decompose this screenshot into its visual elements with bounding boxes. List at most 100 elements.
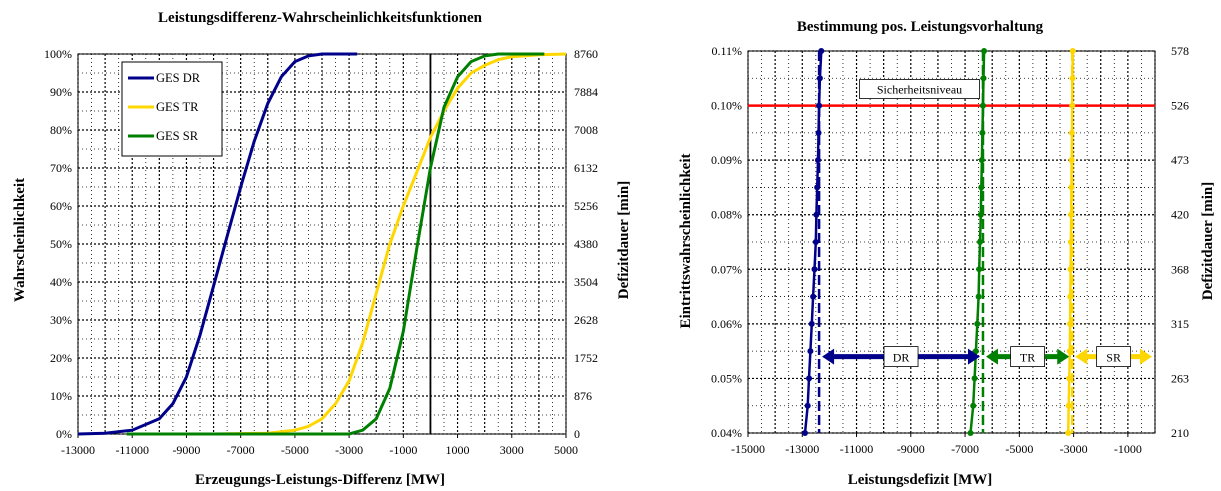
right-series-point: [810, 293, 817, 300]
right-series-point: [806, 375, 813, 382]
right-y-tick-label: 0.11%: [711, 44, 742, 58]
left-y-tick-label: 10%: [50, 389, 72, 403]
right-y2-tick-label: 315: [1171, 317, 1189, 331]
right-series-point: [813, 211, 820, 218]
left-y-tick-label: 60%: [50, 199, 72, 213]
left-series-line: [126, 52, 545, 436]
right-series-point: [972, 348, 979, 355]
right-series-point: [981, 48, 988, 54]
legend-entry: GES SR: [156, 129, 199, 143]
left-y2-tick-label: 0: [574, 427, 580, 441]
right-y-axis-label: Eintrittswahrscheinlichkeit: [678, 153, 694, 328]
left-x-tick-label: 3000: [500, 443, 524, 457]
right-y2-tick-label: 420: [1171, 208, 1189, 222]
right-series-point: [1066, 375, 1073, 382]
right-series-point: [979, 129, 986, 136]
right-x-tick-label: -13000: [785, 442, 819, 456]
left-y2-tick-label: 2628: [574, 313, 598, 327]
right-series-point: [807, 348, 814, 355]
right-series-point: [1068, 184, 1075, 191]
right-y-tick-label: 0.04%: [711, 426, 742, 440]
right-series-point: [814, 184, 821, 191]
right-plot-frame: [747, 50, 1156, 434]
right-x-tick-label: -3000: [1060, 442, 1088, 456]
right-x-tick-label: -7000: [951, 442, 979, 456]
left-y-tick-label: 90%: [50, 85, 72, 99]
right-series-point: [976, 266, 983, 273]
right-y2-axis-label: Defizitdauer [min]: [1200, 182, 1216, 300]
right-series-point: [816, 75, 823, 82]
range-label: DR: [893, 351, 910, 365]
left-y-tick-label: 0%: [56, 427, 72, 441]
right-series-point: [815, 129, 822, 136]
range-label-box: [1096, 346, 1132, 368]
left-chart: Leistungsdifferenz-Wahrscheinlichkeitsfu…: [12, 10, 632, 488]
right-series-point: [801, 430, 808, 436]
left-y-tick-label: 30%: [50, 313, 72, 327]
left-series-line: [77, 52, 358, 436]
right-series-point: [1065, 402, 1072, 409]
left-chart-title: Leistungsdifferenz-Wahrscheinlichkeitsfu…: [158, 10, 483, 26]
right-series-point: [970, 402, 977, 409]
right-series-point: [1068, 157, 1075, 164]
left-y2-tick-label: 6132: [574, 161, 598, 175]
right-y2-tick-label: 368: [1171, 262, 1189, 276]
left-x-tick-label: -5000: [281, 443, 309, 457]
left-x-tick-label: -13000: [61, 443, 95, 457]
right-y-tick-label: 0.09%: [711, 153, 742, 167]
right-y-tick-label: 0.06%: [711, 317, 742, 331]
left-y2-axis-label: Defizitdauer [min]: [616, 181, 632, 299]
left-y-axis-label: Wahrscheinlichkeit: [12, 178, 28, 302]
left-y-tick-label: 100%: [44, 47, 72, 61]
right-series-point: [1067, 266, 1074, 273]
right-x-tick-label: -1000: [1114, 442, 1142, 456]
left-y2-tick-label: 7884: [574, 85, 598, 99]
right-series-point: [967, 430, 974, 436]
right-series-point: [804, 402, 811, 409]
left-x-tick-label: 1000: [446, 443, 470, 457]
right-series-point: [812, 239, 819, 245]
right-y2-tick-label: 210: [1171, 426, 1189, 440]
right-y-tick-label: 0.07%: [711, 262, 742, 276]
right-series-point: [978, 157, 985, 164]
right-series-point: [1069, 75, 1076, 82]
left-y-tick-label: 20%: [50, 351, 72, 365]
range-label: SR: [1106, 351, 1121, 365]
right-x-axis-label: Leistungsdefizit [MW]: [848, 472, 993, 488]
right-y-tick-label: 0.10%: [711, 99, 742, 113]
safety-level-label: Sicherheitsniveau: [877, 83, 962, 97]
legend-entry: GES TR: [156, 100, 199, 114]
right-y2-tick-label: 263: [1171, 371, 1189, 385]
right-series-point: [976, 239, 983, 245]
range-label-box: [883, 346, 919, 368]
range-label: TR: [1020, 351, 1035, 365]
right-y-tick-label: 0.05%: [711, 371, 742, 385]
left-y-tick-label: 70%: [50, 161, 72, 175]
safety-level-label-box: [859, 79, 980, 99]
right-series-point: [971, 375, 978, 382]
right-series-point: [1066, 348, 1073, 355]
left-y2-tick-label: 8760: [574, 47, 598, 61]
left-y2-tick-label: 3504: [574, 275, 598, 289]
left-y2-tick-label: 1752: [574, 351, 598, 365]
right-y2-tick-label: 473: [1171, 153, 1189, 167]
left-series-line: [126, 52, 567, 436]
range-label-box: [1010, 346, 1046, 368]
right-series-point: [816, 102, 823, 109]
right-chart: Bestimmung pos. Leistungsvorhaltung Leis…: [678, 19, 1216, 488]
right-series-point: [979, 102, 986, 109]
right-series-point: [978, 184, 985, 191]
left-y2-tick-label: 5256: [574, 199, 598, 213]
left-x-axis-label: Erzeugungs-Leistungs-Differenz [MW]: [195, 472, 445, 488]
left-x-tick-label: 5000: [554, 443, 578, 457]
left-x-tick-label: -9000: [172, 443, 200, 457]
left-y2-tick-label: 7008: [574, 123, 598, 137]
left-x-tick-label: -3000: [335, 443, 363, 457]
right-x-tick-label: -9000: [897, 442, 925, 456]
left-y-tick-label: 40%: [50, 275, 72, 289]
right-series-point: [815, 157, 822, 164]
left-y2-tick-label: 876: [574, 389, 592, 403]
legend-entry: GES DR: [156, 71, 201, 85]
left-x-tick-label: -1000: [389, 443, 417, 457]
right-chart-title: Bestimmung pos. Leistungsvorhaltung: [797, 19, 1044, 35]
